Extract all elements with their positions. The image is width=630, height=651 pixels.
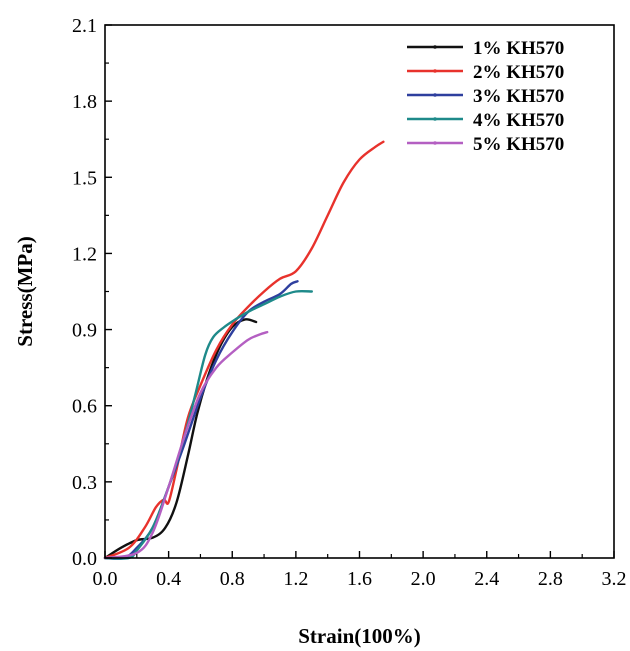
legend-marker [433, 69, 437, 73]
legend-marker [433, 141, 437, 145]
y-tick-labels: 0.0 0.3 0.6 0.9 1.2 1.5 1.8 2.1 [72, 15, 97, 570]
legend-item-3: 3% KH570 [407, 86, 564, 107]
x-tick-label: 2.0 [411, 568, 436, 590]
legend-item-1: 1% KH570 [407, 38, 564, 59]
series-line-2 [103, 140, 385, 560]
y-tick-label: 0.6 [72, 396, 97, 418]
series-line-5 [103, 330, 269, 560]
legend-label: 2% KH570 [473, 62, 564, 83]
legend-label: 4% KH570 [473, 110, 564, 131]
x-tick-label: 3.2 [602, 568, 627, 590]
x-tick-label: 0.4 [156, 568, 181, 590]
x-tick-label: 0.8 [220, 568, 245, 590]
y-tick-label: 1.8 [72, 91, 97, 113]
legend-item-5: 5% KH570 [407, 134, 564, 155]
y-tick-label: 1.2 [72, 243, 97, 265]
legend: 1% KH570 2% KH570 3% KH570 4% KH570 5% KH570 [407, 38, 564, 155]
y-tick-label: 0.9 [72, 320, 97, 342]
x-tick-label: 0.0 [93, 568, 118, 590]
x-tick-labels: 0.0 0.4 0.8 1.2 1.6 2.0 2.4 2.8 3.2 [93, 568, 627, 590]
y-tick-label: 0.3 [72, 472, 97, 494]
legend-marker [433, 45, 437, 49]
y-axis-title: Stress(MPa) [13, 236, 37, 346]
series-line-4 [103, 289, 313, 560]
x-tick-label: 2.4 [474, 568, 499, 590]
plot-lines [103, 140, 385, 560]
y-tick-label: 1.5 [72, 167, 97, 189]
x-tick-label: 2.8 [538, 568, 563, 590]
x-tick-label: 1.6 [347, 568, 372, 590]
legend-item-2: 2% KH570 [407, 62, 564, 83]
legend-marker [433, 117, 437, 121]
y-tick-label: 0.0 [72, 548, 97, 570]
legend-label: 1% KH570 [473, 38, 564, 59]
series-line-1 [103, 318, 258, 560]
y-tick-label: 2.1 [72, 15, 97, 37]
series-line-3 [103, 280, 299, 560]
legend-label: 3% KH570 [473, 86, 564, 107]
x-axis-title: Strain(100%) [298, 624, 421, 648]
axis-ticks [104, 24, 615, 559]
legend-label: 5% KH570 [473, 134, 564, 155]
legend-item-4: 4% KH570 [407, 110, 564, 131]
legend-marker [433, 93, 437, 97]
x-tick-label: 1.2 [283, 568, 308, 590]
